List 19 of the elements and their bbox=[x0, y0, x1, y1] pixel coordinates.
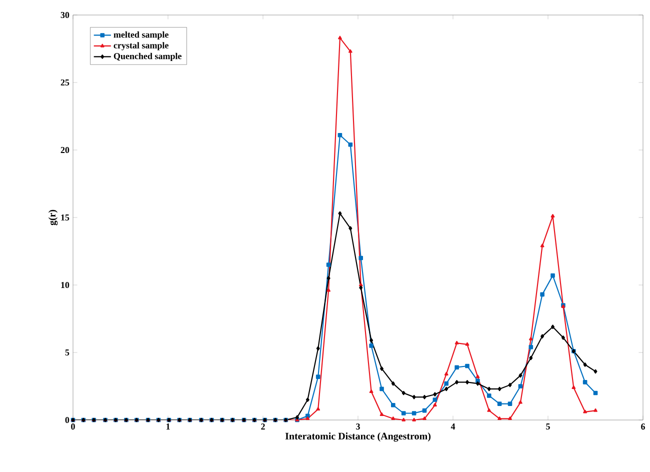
y-axis-title: g(r) bbox=[48, 210, 58, 226]
x-tick-label: 5 bbox=[546, 424, 550, 430]
y-tick-label: 25 bbox=[60, 79, 70, 86]
y-tick-label: 0 bbox=[65, 416, 70, 424]
x-tick-label: 6 bbox=[641, 424, 645, 430]
legend-label: Quenched sample bbox=[114, 52, 182, 61]
x-axis-title: Interatomic Distance (Angestrom) bbox=[285, 432, 431, 442]
y-tick-label: 5 bbox=[65, 350, 70, 356]
x-tick-label: 4 bbox=[450, 424, 456, 430]
legend-label: crystal sample bbox=[114, 42, 168, 50]
legend-label: melted sample bbox=[114, 31, 168, 40]
y-tick-label: 15 bbox=[61, 214, 70, 221]
x-tick-label: 0 bbox=[71, 424, 75, 430]
y-tick-label: 10 bbox=[61, 282, 70, 288]
x-tick-label: 1 bbox=[166, 424, 170, 430]
y-tick-label: 20 bbox=[60, 146, 70, 154]
x-tick-label: 2 bbox=[261, 424, 265, 430]
y-tick-label: 30 bbox=[60, 12, 70, 18]
x-tick-label: 3 bbox=[356, 424, 360, 430]
